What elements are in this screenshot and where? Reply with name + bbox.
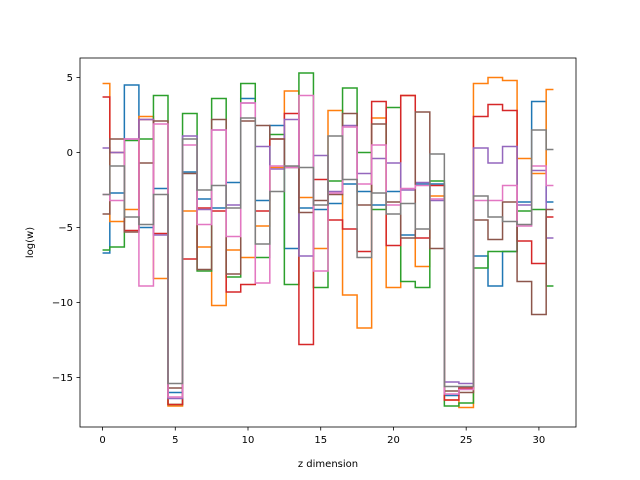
y-axis-label: log(w) <box>25 227 36 258</box>
x-tick-label: 10 <box>242 435 255 446</box>
x-axis-label: z dimension <box>298 459 358 470</box>
y-tick-label: −5 <box>58 223 73 234</box>
y-tick-label: 5 <box>67 73 73 84</box>
x-tick-label: 20 <box>387 435 400 446</box>
y-tick-label: −15 <box>52 373 73 384</box>
x-tick-label: 25 <box>460 435 473 446</box>
series-layer <box>102 72 554 409</box>
x-tick-label: 30 <box>533 435 546 446</box>
y-axis-ticks: −15 −10 −5 0 5 <box>52 73 80 384</box>
y-tick-label: −10 <box>52 298 73 309</box>
plot-area-frame <box>79 57 577 428</box>
x-tick-label: 5 <box>172 435 178 446</box>
y-tick-label: 0 <box>67 148 73 159</box>
x-axis-ticks: 0 5 10 15 20 25 30 <box>99 427 545 446</box>
series-line-8 <box>102 117 554 388</box>
x-tick-label: 15 <box>314 435 327 446</box>
x-tick-label: 0 <box>99 435 105 446</box>
